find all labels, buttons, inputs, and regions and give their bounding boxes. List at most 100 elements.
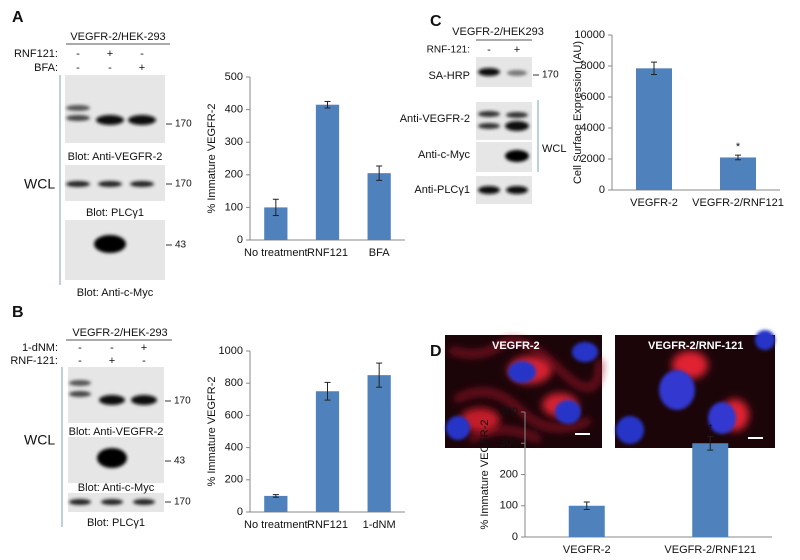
blot-label: Blot: PLCγ1 (87, 517, 145, 529)
blot-label: Blot: Anti-VEGFR-2 (69, 426, 164, 438)
sign: - (78, 355, 82, 367)
group-label: WCL (24, 176, 55, 192)
y-tick-label: 300 (225, 136, 243, 148)
bar (367, 173, 391, 240)
y-tick-label: 600 (225, 409, 243, 421)
blot-label: SA-HRP (428, 70, 470, 82)
y-tick-label: 2000 (581, 153, 605, 165)
treatment: 1-dNM: (22, 342, 58, 354)
sign: - (487, 44, 491, 56)
y-tick-label: 6000 (581, 91, 605, 103)
y-tick-label: 4000 (581, 122, 605, 134)
y-tick-label: 200 (225, 474, 243, 486)
bar (315, 104, 340, 241)
bar (720, 157, 756, 190)
sign: - (78, 342, 82, 354)
y-tick-label: 300 (500, 437, 518, 449)
y-tick-label: 100 (225, 201, 243, 213)
x-tick-label: VEGFR-2/RNF121 (664, 544, 756, 556)
blot-label: Blot: Anti-c-Myc (77, 287, 154, 299)
blot (65, 75, 165, 280)
bar (264, 207, 288, 240)
bar (315, 391, 340, 512)
y-tick-label: 200 (500, 468, 518, 480)
mw-marker: 43 (174, 456, 186, 467)
y-tick-label: 1000 (219, 345, 243, 357)
sign: - (142, 355, 146, 367)
y-tick-label: 800 (225, 377, 243, 389)
y-tick-label: 8000 (581, 60, 605, 72)
annotation: * (708, 422, 713, 434)
panel-label: B (12, 304, 24, 321)
panel-label: C (430, 13, 442, 30)
bar (568, 505, 605, 537)
micrograph (445, 330, 775, 448)
sign: - (140, 48, 144, 60)
image-title: VEGFR-2/RNF-121 (648, 340, 743, 352)
bar (692, 443, 729, 537)
blot-label: Blot: Anti-c-Myc (78, 482, 155, 494)
x-tick-label: BFA (369, 247, 390, 259)
group-label: WCL (24, 432, 55, 448)
x-tick-label: No treatment (244, 247, 308, 259)
y-tick-label: 200 (225, 169, 243, 181)
mw-marker: 170 (542, 70, 559, 81)
y-tick-label: 10000 (574, 29, 605, 41)
y-tick-label: 0 (599, 184, 605, 196)
mw-marker: 43 (175, 240, 187, 251)
sign: + (141, 342, 147, 354)
y-tick-label: 400 (225, 104, 243, 116)
blot (476, 57, 532, 204)
cell-line: VEGFR-2/HEK-293 (72, 327, 167, 339)
mw-marker: 170 (175, 119, 192, 130)
x-tick-label: VEGFR-2/RNF121 (692, 197, 784, 209)
sign: - (108, 62, 112, 74)
y-axis-label: % Immature VEGFR-2 (206, 376, 218, 486)
y-tick-label: 400 (500, 406, 518, 418)
x-tick-label: RNF121 (307, 247, 348, 259)
blot-label: Blot: Anti-VEGFR-2 (68, 151, 163, 163)
y-tick-label: 0 (512, 531, 518, 543)
mw-marker: 170 (174, 396, 191, 407)
bar (264, 495, 288, 512)
x-tick-label: No treatment (244, 519, 308, 531)
blot-label: Anti-PLCγ1 (414, 184, 470, 196)
sign: + (107, 48, 113, 60)
panel-label: D (430, 343, 442, 360)
y-axis-label: Cell Surface Expression (AU) (572, 41, 584, 184)
sign: - (76, 48, 80, 60)
sign: + (139, 62, 145, 74)
sign: - (110, 342, 114, 354)
y-tick-label: 0 (237, 506, 243, 518)
y-axis-label: % Immature VEGFR-2 (479, 419, 491, 529)
bar (367, 375, 391, 512)
y-axis-label: % Immature VEGFR-2 (206, 103, 218, 213)
blot (68, 367, 164, 512)
blot-label: Anti-c-Myc (418, 149, 470, 161)
blot-label: Anti-VEGFR-2 (400, 113, 470, 125)
x-tick-label: VEGFR-2 (630, 197, 678, 209)
blot-label: Blot: PLCγ1 (86, 207, 144, 219)
treatment: RNF-121: (10, 355, 58, 367)
treatment: RNF121: (14, 48, 58, 60)
mw-marker: 170 (175, 179, 192, 190)
bar (636, 68, 672, 190)
panel-label: A (12, 9, 24, 26)
x-tick-label: 1-dNM (363, 519, 396, 531)
y-tick-label: 400 (225, 442, 243, 454)
sign: + (109, 355, 115, 367)
cell-line: VEGFR-2/HEK293 (452, 26, 544, 38)
y-tick-label: 100 (500, 500, 518, 512)
x-tick-label: VEGFR-2 (563, 544, 611, 556)
sign: + (514, 44, 520, 56)
y-tick-label: 0 (237, 234, 243, 246)
image-title: VEGFR-2 (492, 340, 540, 352)
cell-line: VEGFR-2/HEK-293 (70, 31, 165, 43)
treatment: BFA: (34, 62, 58, 74)
treatment: RNF-121: (427, 45, 470, 56)
y-tick-label: 500 (225, 71, 243, 83)
mw-marker: 170 (174, 497, 191, 508)
annotation: * (736, 141, 741, 153)
group-label: WCL (542, 143, 566, 155)
